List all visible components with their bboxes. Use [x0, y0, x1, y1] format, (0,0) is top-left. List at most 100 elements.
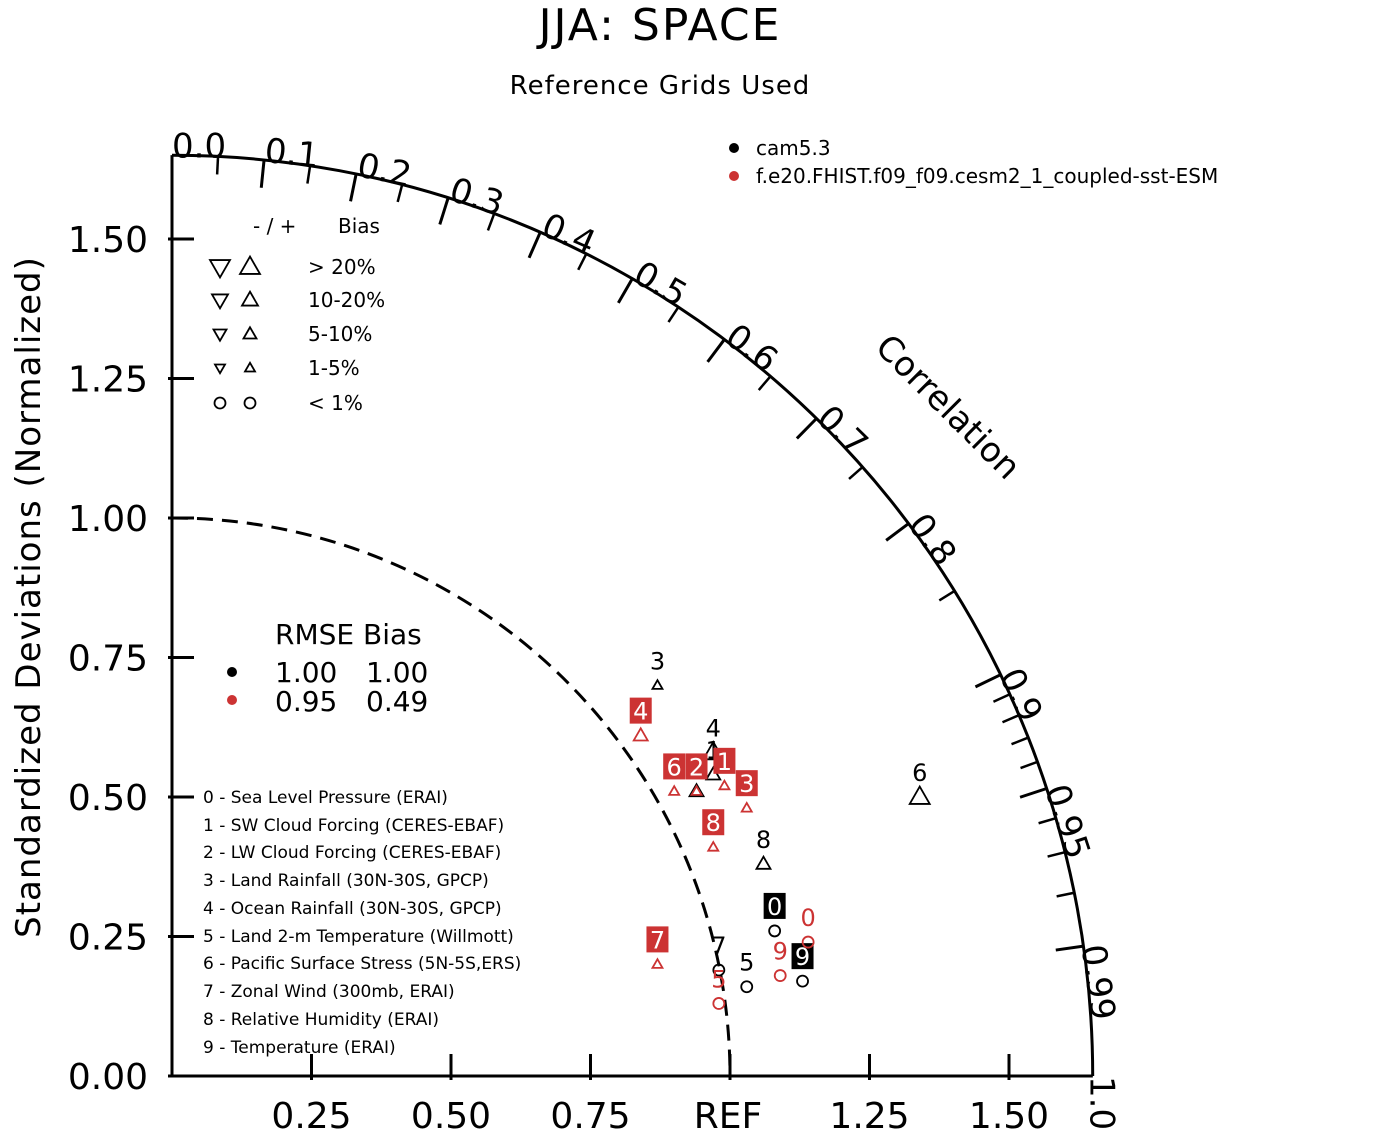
down-triangle-icon [211, 328, 229, 343]
correlation-axis-label: Correlation [867, 327, 1028, 488]
data-point-label: 6 [912, 759, 927, 787]
data-point-label: 3 [739, 770, 754, 798]
corr-minor-tick [938, 589, 956, 602]
corr-tick [795, 417, 818, 440]
diagram-axes [170, 153, 1095, 1078]
y-tick-label: 0.25 [68, 918, 148, 959]
corr-minor-tick [577, 253, 588, 271]
variable-legend-item: 5 - Land 2-m Temperature (Willmott) [203, 927, 514, 947]
corr-tick [974, 673, 1002, 689]
reference-arc [171, 516, 732, 1077]
data-point-label-box [791, 943, 814, 970]
diagram-ticks: 0.000.250.500.751.001.251.500.25 0.50 0.75… [68, 126, 1123, 1135]
x-tick-label: 1.25 [829, 1096, 909, 1135]
data-point-label: 5 [711, 965, 726, 993]
corr-minor-tick [215, 156, 220, 175]
x-tick-label: 0.75 [550, 1096, 630, 1135]
stats-bias: 1.00 [366, 656, 428, 689]
data-point-label: 9 [773, 938, 788, 966]
y-tick-label: 0.75 [68, 639, 148, 680]
bias-legend-row: < 1% [308, 391, 363, 415]
corr-tick-label: 1.0 [1082, 1076, 1122, 1130]
data-point-marker [740, 980, 754, 994]
variable-legend: 0 - Sea Level Pressure (ERAI) 1 - SW Clo… [203, 788, 521, 1058]
corr-minor-tick [486, 213, 496, 231]
data-point-label-box [646, 926, 669, 953]
chart-title: JJA: SPACE [536, 0, 782, 51]
data-point-label-box [663, 753, 686, 780]
chart-subtitle: Reference Grids Used [510, 71, 811, 101]
variable-legend-item: 7 - Zonal Wind (300mb, ERAI) [203, 982, 455, 1002]
corr-minor-tick [1011, 736, 1029, 746]
circle-icon [243, 396, 257, 410]
variable-legend-item: 1 - SW Cloud Forcing (CERES-EBAF) [203, 816, 504, 836]
data-point-label: 0 [767, 893, 782, 921]
y-tick-label: 0.50 [68, 778, 148, 819]
stats-legend: RMSE Bias 1.00 1.00 0.95 0.49 [227, 618, 428, 718]
up-triangle-icon [240, 289, 260, 307]
data-point-marker [801, 935, 815, 949]
x-tick-label: 0.50 [411, 1096, 491, 1135]
data-point-label: 3 [650, 647, 665, 675]
data-point-label-box [685, 753, 708, 780]
bias-legend: - / + Bias > 20% 10-20% 5-10% 1-5% < 1% [208, 214, 385, 415]
data-point-label: 7 [650, 926, 665, 954]
data-point-marker [717, 778, 731, 791]
data-point-label: 2 [689, 753, 704, 781]
corr-minor-tick [1020, 760, 1038, 770]
stats-dot [227, 667, 237, 677]
data-point-marker [632, 726, 650, 742]
corr-minor-tick [1038, 817, 1057, 825]
variable-legend-item: 2 - LW Cloud Forcing (CERES-EBAF) [203, 843, 501, 863]
x-tick-label: 0.25 [271, 1096, 351, 1135]
model-legend: cam5.3 f.e20.FHIST.f09_f09.cesm2_1_coupl… [729, 136, 1218, 188]
corr-tick-label: 0.1 [263, 131, 321, 176]
variable-legend-item: 3 - Land Rainfall (30N-30S, GPCP) [203, 871, 489, 891]
model-legend-label: f.e20.FHIST.f09_f09.cesm2_1_coupled-sst-… [756, 164, 1218, 188]
corr-tick [349, 173, 358, 202]
down-triangle-icon [208, 259, 232, 280]
data-point-marker [740, 801, 754, 813]
y-tick-label: 0.00 [68, 1057, 148, 1098]
x-tick-label: 1.50 [969, 1096, 1049, 1135]
data-point-label: 4 [633, 698, 648, 726]
data-point-marker [712, 997, 726, 1010]
corr-tick [706, 338, 726, 363]
data-point-label-box [629, 697, 652, 724]
data-point-marker [706, 840, 720, 852]
corr-tick-label: 0.7 [809, 398, 876, 464]
y-axis-label: Standardized Deviations (Normalized) [9, 256, 49, 938]
variable-legend-item: 9 - Temperature (ERAI) [203, 1038, 396, 1058]
data-point-label: 7 [711, 932, 726, 960]
data-point-marker [754, 854, 773, 870]
corr-tick-label: 0.0 [172, 126, 226, 166]
corr-tick [1019, 787, 1048, 799]
stats-bias: 0.49 [366, 685, 428, 718]
up-triangle-icon [241, 325, 259, 340]
data-point-marker [650, 678, 665, 690]
data-point-label-box [713, 747, 736, 774]
variable-legend-item: 4 - Ocean Rainfall (30N-30S, GPCP) [203, 899, 502, 919]
down-triangle-icon [213, 363, 227, 375]
data-point-marker [667, 784, 681, 796]
variable-legend-item: 8 - Relative Humidity (ERAI) [203, 1010, 439, 1030]
up-triangle-icon [238, 254, 262, 275]
model-legend-dot [729, 143, 739, 153]
corr-tick-label: 0.3 [445, 170, 509, 224]
corr-minor-tick [306, 165, 312, 184]
down-triangle-icon [210, 293, 230, 311]
data-point-label-box [763, 892, 786, 919]
bias-legend-sign: - / + [253, 214, 296, 238]
data-point-marker [712, 963, 726, 977]
ref-label: REF [694, 1096, 762, 1135]
stats-rmse: 1.00 [275, 656, 337, 689]
bias-legend-symbols [208, 254, 262, 410]
data-point-label-box [702, 809, 725, 836]
data-point-marker [687, 782, 706, 798]
corr-tick [1055, 944, 1084, 952]
model-legend-label: cam5.3 [756, 136, 831, 160]
corr-tick [259, 159, 266, 188]
data-point-marker [796, 974, 809, 988]
model-legend-dot [729, 171, 739, 181]
